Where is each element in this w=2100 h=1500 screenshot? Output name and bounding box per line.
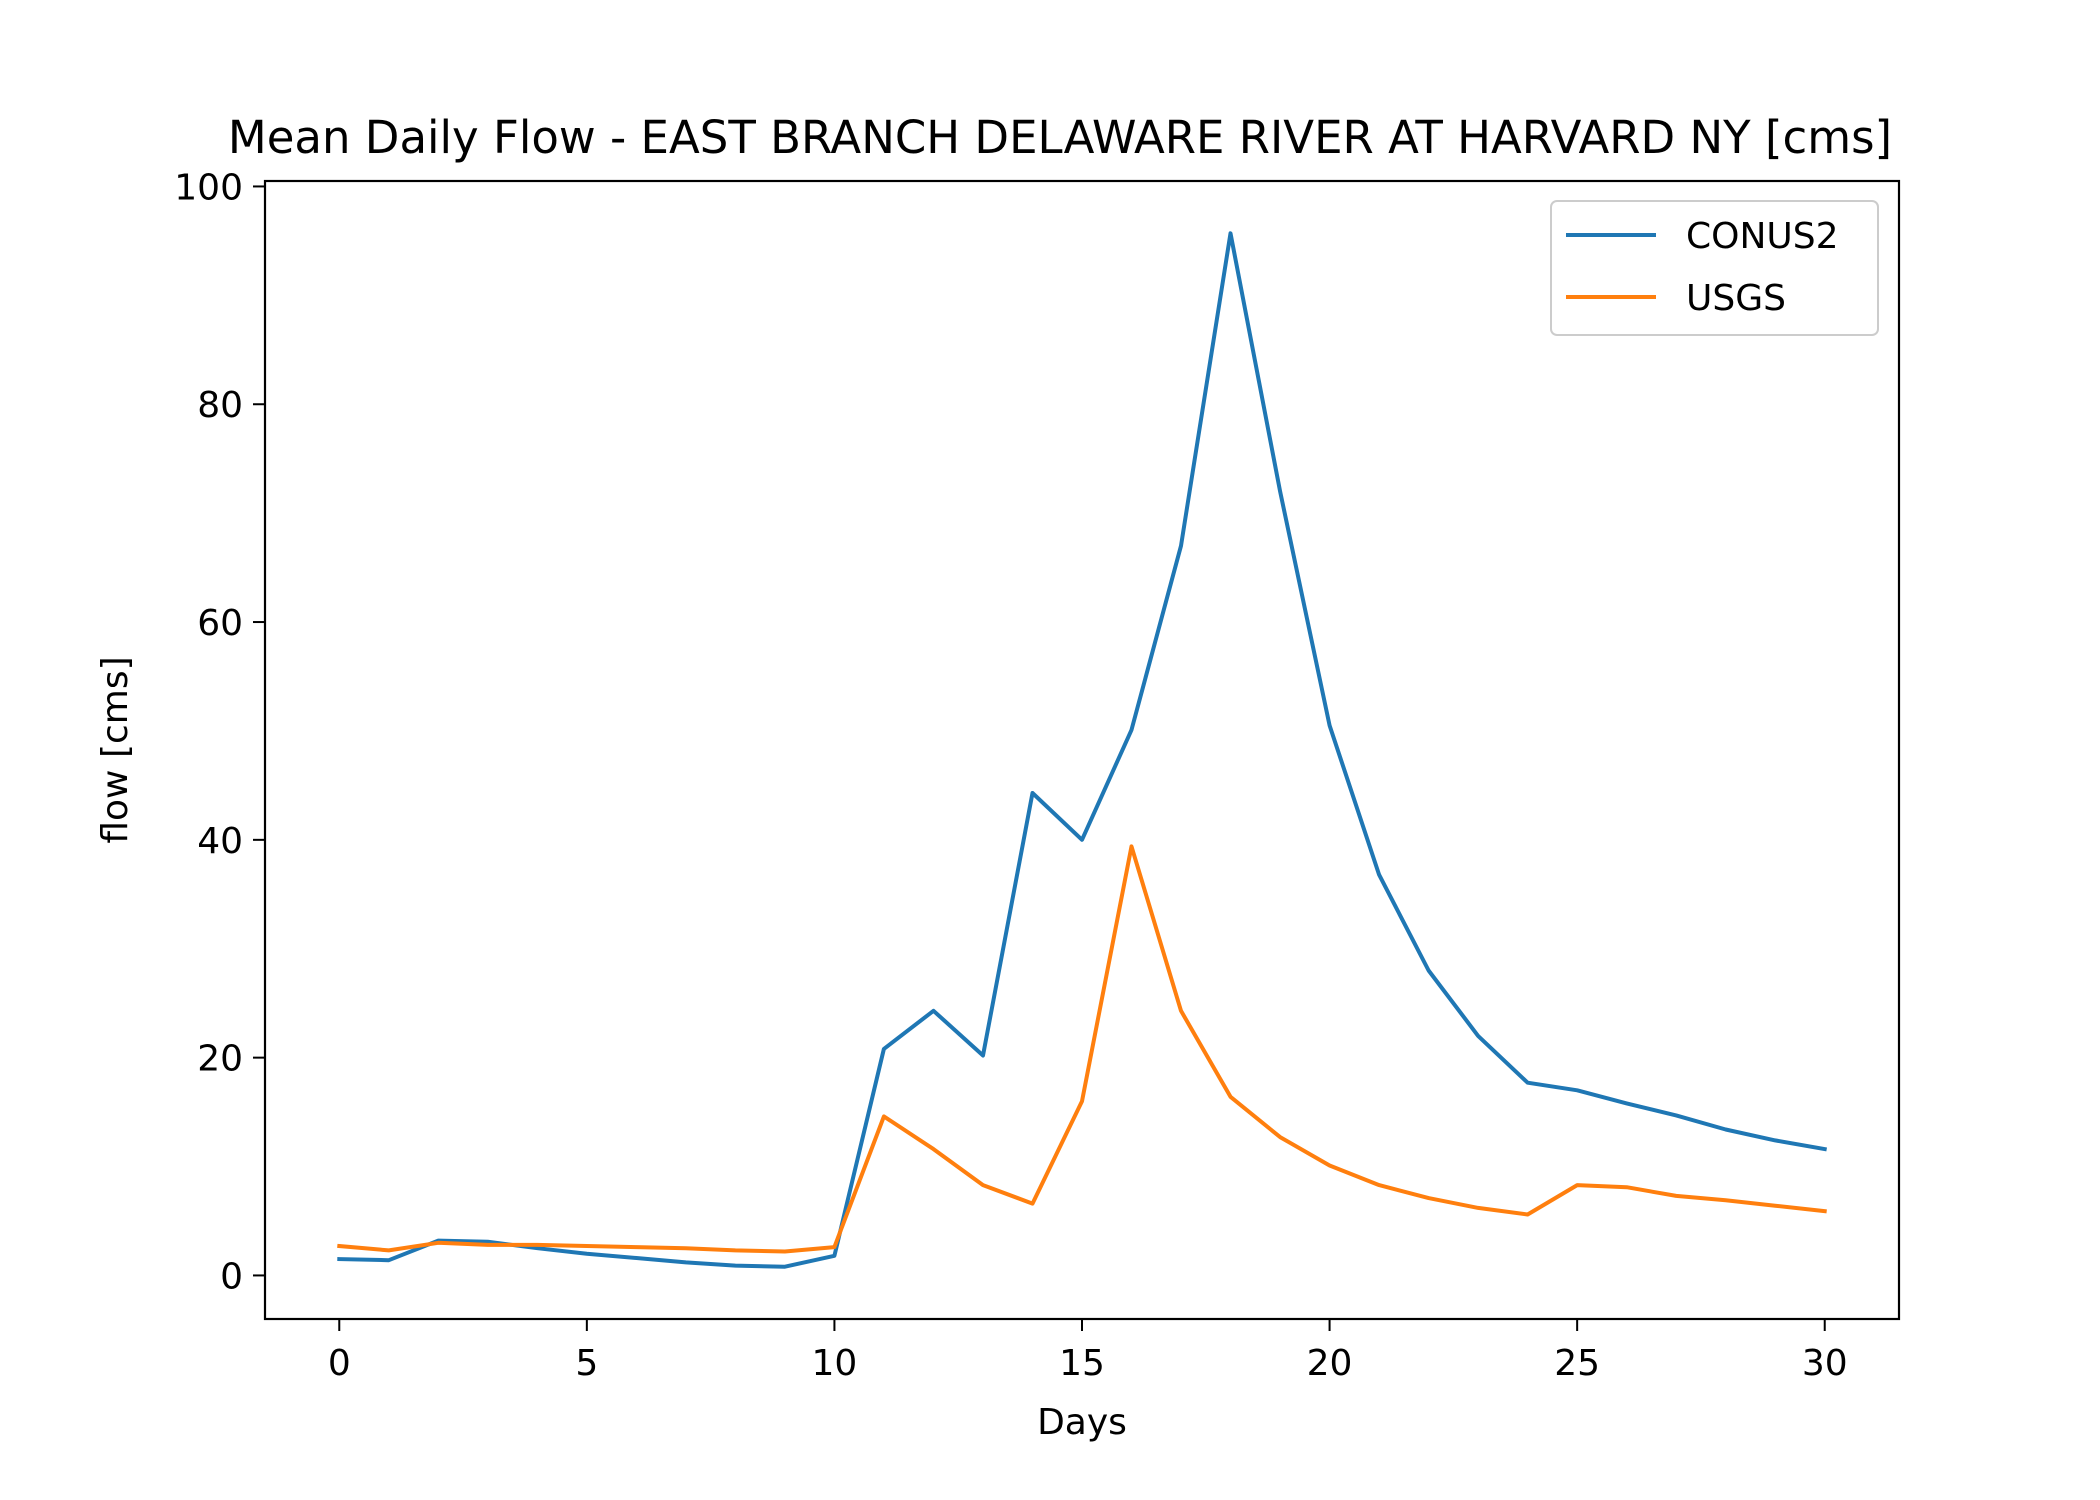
y-tick-label: 0 xyxy=(220,1256,243,1297)
plot-area xyxy=(263,179,1901,1321)
x-tick-label: 20 xyxy=(1307,1343,1353,1384)
x-tick-label: 25 xyxy=(1554,1343,1600,1384)
y-tick-label: 40 xyxy=(197,821,243,862)
y-tick-label: 20 xyxy=(197,1039,243,1080)
plot-frame xyxy=(263,179,1901,1321)
legend: CONUS2 USGS xyxy=(1550,200,1879,336)
y-axis: 0 20 40 60 80 100 xyxy=(174,167,265,1297)
y-tick-label: 80 xyxy=(197,385,243,426)
series-group xyxy=(337,231,1828,1269)
x-tick-label: 30 xyxy=(1802,1343,1848,1384)
legend-label-conus2: CONUS2 xyxy=(1686,216,1839,257)
x-tick-label: 10 xyxy=(812,1343,858,1384)
y-tick-label: 60 xyxy=(197,603,243,644)
y-axis-label: flow [cms] xyxy=(95,656,136,843)
x-tick-label: 0 xyxy=(328,1343,351,1384)
x-tick-label: 5 xyxy=(575,1343,598,1384)
series-line-usgs xyxy=(337,844,1827,1254)
legend-label-usgs: USGS xyxy=(1686,278,1786,319)
chart-title: Mean Daily Flow - EAST BRANCH DELAWARE R… xyxy=(228,111,1892,164)
y-tick-label: 100 xyxy=(174,167,243,208)
series-line-conus2 xyxy=(337,231,1828,1269)
x-axis: 0 5 10 15 20 25 30 xyxy=(328,1319,1848,1384)
x-axis-label: Days xyxy=(1037,1402,1127,1443)
x-tick-label: 15 xyxy=(1059,1343,1105,1384)
